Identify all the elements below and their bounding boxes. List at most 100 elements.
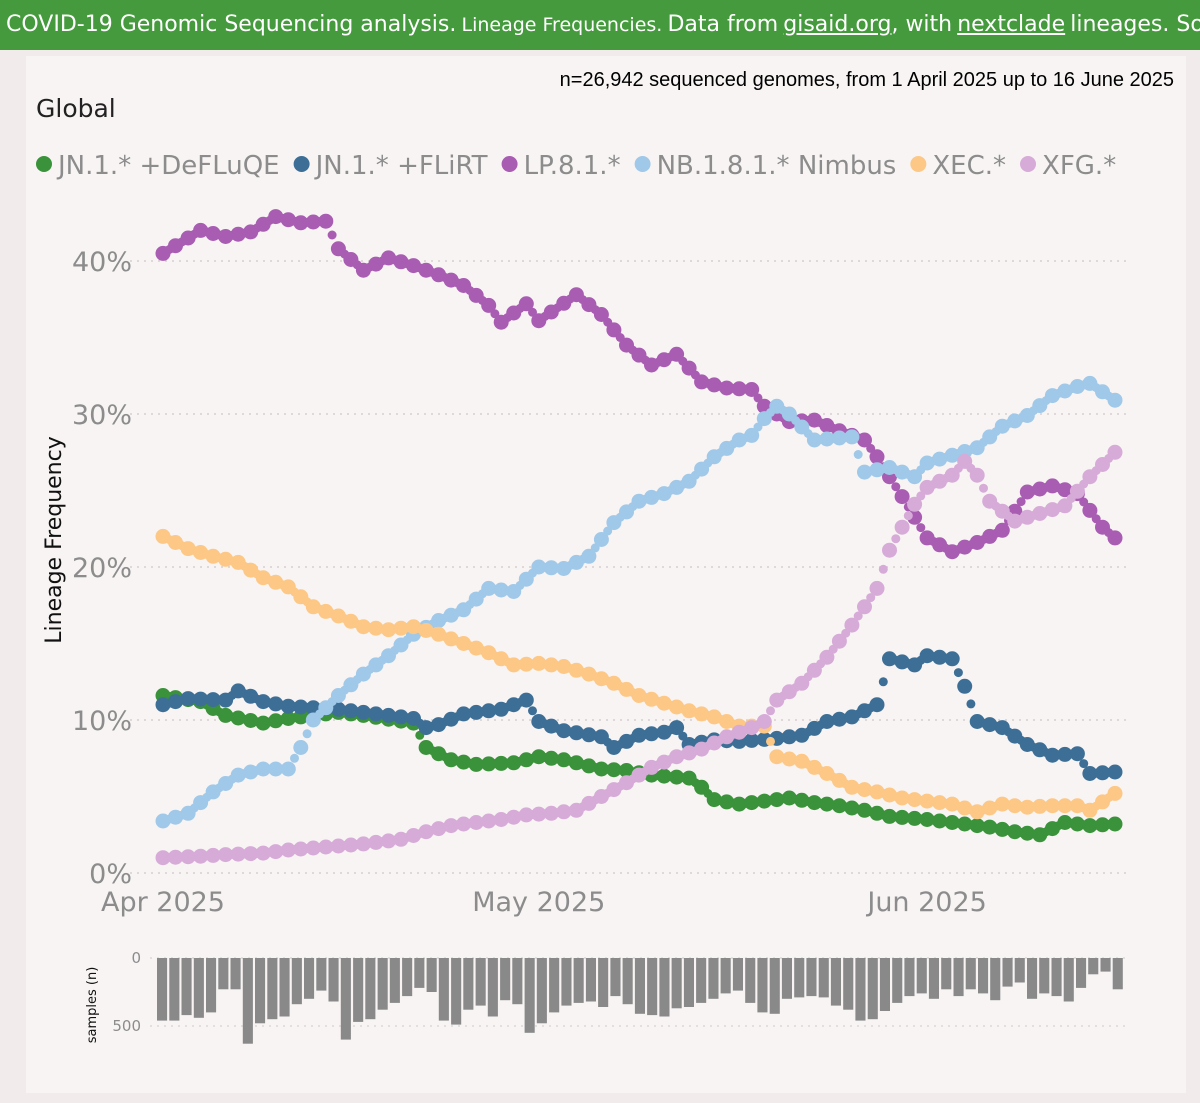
data-point bbox=[1107, 785, 1123, 801]
sample-bar bbox=[781, 958, 792, 999]
sample-bar bbox=[463, 958, 474, 1010]
title-banner: COVID-19 Genomic Sequencing analysis. Li… bbox=[0, 0, 1200, 50]
sample-bar bbox=[916, 958, 927, 994]
sample-bar bbox=[181, 958, 192, 1016]
legend-entry[interactable]: NB.1.8.1.* Nimbus bbox=[657, 151, 897, 181]
sample-bar bbox=[438, 958, 449, 1021]
y-tick-label: 10% bbox=[72, 706, 132, 737]
data-point bbox=[953, 668, 963, 678]
data-point bbox=[581, 548, 597, 564]
data-point bbox=[844, 617, 860, 633]
sample-bar bbox=[451, 958, 462, 1025]
data-point bbox=[756, 714, 772, 729]
data-point bbox=[994, 522, 1010, 538]
sample-bar bbox=[965, 958, 976, 990]
sample-bar bbox=[1076, 958, 1087, 988]
data-point bbox=[894, 519, 910, 535]
data-point bbox=[528, 706, 537, 716]
legend-entry[interactable]: JN.1.* +FLiRT bbox=[314, 151, 488, 181]
data-point bbox=[891, 482, 901, 492]
data-point bbox=[869, 449, 885, 465]
data-point bbox=[1016, 497, 1026, 507]
sample-bar bbox=[487, 958, 498, 1017]
sample-bar bbox=[230, 958, 241, 990]
banner-with: , with bbox=[891, 12, 953, 37]
sample-bar bbox=[598, 958, 609, 1007]
sample-bar bbox=[818, 958, 829, 998]
data-point bbox=[766, 736, 775, 746]
banner-data-from: Data from bbox=[667, 12, 779, 37]
data-point bbox=[907, 496, 923, 512]
sample-bar bbox=[524, 958, 535, 1033]
chart-panel bbox=[26, 56, 1186, 1093]
sample-bar bbox=[622, 958, 633, 1005]
data-point bbox=[1107, 444, 1123, 460]
sample-bar bbox=[928, 958, 939, 999]
sample-bar bbox=[879, 958, 890, 1011]
samples-bar-chart: 0 500 bbox=[112, 949, 1128, 1044]
legend-marker bbox=[36, 156, 52, 172]
data-point bbox=[878, 564, 888, 574]
sample-bar bbox=[794, 958, 805, 998]
sample-bar bbox=[683, 958, 694, 1007]
sample-bar bbox=[1088, 958, 1099, 975]
data-point bbox=[1107, 530, 1123, 546]
data-point bbox=[891, 534, 901, 544]
sample-bar bbox=[867, 958, 878, 1020]
bar-y-tick-label: 0 bbox=[131, 949, 141, 967]
sample-bar bbox=[389, 958, 400, 1003]
data-point bbox=[969, 467, 985, 483]
data-point bbox=[966, 699, 976, 709]
sample-bar bbox=[720, 958, 731, 994]
data-point bbox=[744, 382, 760, 397]
sample-bar bbox=[426, 958, 437, 992]
data-point bbox=[1057, 798, 1073, 814]
data-point bbox=[518, 692, 534, 708]
legend-entry[interactable]: XFG.* bbox=[1042, 151, 1116, 181]
sample-bar bbox=[475, 958, 486, 1006]
sample-bar bbox=[561, 958, 572, 1006]
y-tick-label: 0% bbox=[89, 859, 132, 890]
bar-y-axis-label: samples (n) bbox=[85, 967, 100, 1044]
sample-bar bbox=[647, 958, 658, 1016]
sample-bar bbox=[500, 958, 511, 1001]
data-point bbox=[878, 677, 888, 687]
sample-bar bbox=[769, 958, 780, 1014]
legend-marker bbox=[910, 156, 927, 172]
data-point bbox=[481, 297, 497, 313]
sample-bar bbox=[267, 958, 278, 1020]
data-point bbox=[669, 720, 685, 736]
legend-marker bbox=[501, 156, 518, 172]
data-point bbox=[302, 729, 312, 739]
legend: JN.1.* +DeFLuQE JN.1.* +FLiRT LP.8.1.* NB.1… bbox=[36, 151, 1116, 181]
sample-bar bbox=[328, 958, 339, 1002]
legend-entry[interactable]: XEC.* bbox=[932, 151, 1006, 181]
sample-bar bbox=[414, 958, 425, 988]
sample-bar bbox=[953, 958, 964, 997]
sample-bar bbox=[708, 958, 719, 999]
data-point bbox=[744, 427, 760, 443]
legend-marker bbox=[293, 156, 310, 172]
legend-entry[interactable]: LP.8.1.* bbox=[524, 151, 621, 181]
sample-bar bbox=[634, 958, 645, 1014]
legend-entry[interactable]: JN.1.* +DeFLuQE bbox=[56, 151, 280, 181]
sample-bar bbox=[585, 958, 596, 1002]
chart-title: Global bbox=[36, 94, 116, 123]
nextclade-link[interactable]: nextclade bbox=[957, 12, 1066, 37]
sample-bar bbox=[757, 958, 768, 1013]
data-point bbox=[979, 483, 988, 493]
data-point bbox=[831, 633, 847, 649]
x-tick-label: Jun 2025 bbox=[865, 887, 986, 918]
sample-bar bbox=[830, 958, 841, 1006]
series-layer bbox=[155, 209, 1123, 866]
gisaid-link[interactable]: gisaid.org bbox=[783, 12, 892, 37]
sample-bar bbox=[1063, 958, 1074, 1002]
data-point bbox=[857, 432, 872, 448]
data-point bbox=[916, 523, 926, 533]
data-point bbox=[853, 450, 863, 459]
sample-bar bbox=[218, 958, 229, 990]
data-point bbox=[819, 649, 835, 665]
series-1 bbox=[155, 648, 1123, 781]
x-tick-label: May 2025 bbox=[472, 887, 605, 918]
data-point bbox=[944, 651, 960, 667]
